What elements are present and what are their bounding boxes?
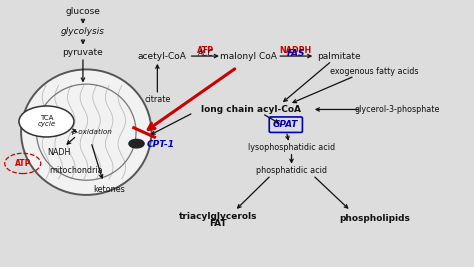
Text: GPAT: GPAT [273,120,299,129]
Text: ATP: ATP [15,159,31,168]
Text: ATP: ATP [197,46,214,55]
Text: ACC: ACC [197,49,213,58]
Circle shape [129,139,144,148]
Text: lysophosphatidic acid: lysophosphatidic acid [248,143,335,152]
Text: ketones: ketones [93,185,125,194]
Text: β-oxidation: β-oxidation [71,129,111,135]
Text: NADH: NADH [47,148,71,157]
Text: TCA: TCA [40,115,53,121]
Text: cycle: cycle [37,121,55,127]
Text: acetyl-CoA: acetyl-CoA [137,52,187,61]
Text: phosphatidic acid: phosphatidic acid [256,166,327,175]
Text: palmitate: palmitate [318,52,361,61]
Text: glycolysis: glycolysis [61,27,105,36]
Text: glycerol-3-phosphate: glycerol-3-phosphate [355,105,440,114]
Text: exogenous fatty acids: exogenous fatty acids [330,67,419,76]
Text: FAT: FAT [209,219,227,228]
Text: phospholipids: phospholipids [339,214,410,223]
Text: long chain acyl-CoA: long chain acyl-CoA [201,105,301,114]
Circle shape [19,106,74,137]
Text: NADPH: NADPH [280,46,312,55]
Text: FAS: FAS [286,49,305,58]
Ellipse shape [21,69,152,195]
Text: glucose: glucose [65,7,100,16]
Text: malonyl CoA: malonyl CoA [220,52,277,61]
Text: triacylglycerols: triacylglycerols [179,212,257,221]
Text: mitochondria: mitochondria [49,166,103,175]
Text: pyruvate: pyruvate [63,48,103,57]
Text: citrate: citrate [144,95,171,104]
Text: CPT-1: CPT-1 [146,140,174,150]
